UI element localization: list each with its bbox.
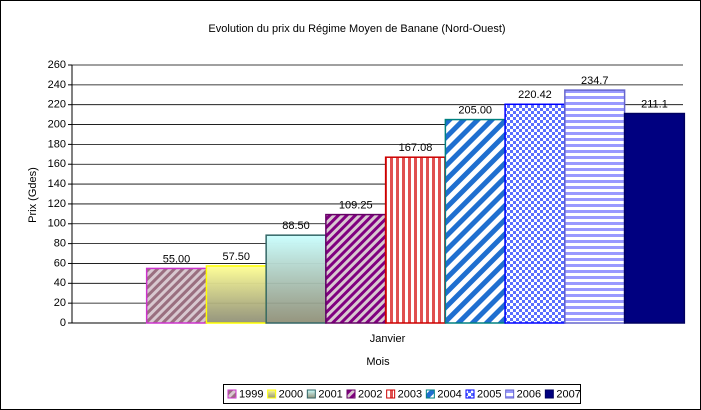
value-label: 167.08 bbox=[399, 142, 433, 154]
legend-swatch bbox=[346, 389, 356, 399]
y-tick-label: 80 bbox=[54, 238, 66, 250]
legend-label: 2006 bbox=[517, 388, 541, 400]
y-tick-label: 120 bbox=[48, 198, 66, 210]
bar bbox=[325, 213, 387, 324]
legend-label: 2000 bbox=[279, 388, 303, 400]
legend-label: 2003 bbox=[398, 388, 422, 400]
legend-label: 2007 bbox=[556, 388, 580, 400]
y-tick-label: 240 bbox=[48, 79, 66, 91]
value-label: 234.7 bbox=[581, 75, 609, 87]
bar bbox=[205, 265, 267, 324]
y-tick-label: 140 bbox=[48, 178, 66, 190]
legend-label: 1999 bbox=[239, 388, 263, 400]
y-tick-label: 180 bbox=[48, 138, 66, 150]
legend-swatch bbox=[505, 389, 515, 399]
y-tick-label: 0 bbox=[60, 317, 66, 329]
bar bbox=[504, 103, 566, 324]
legend-swatch bbox=[306, 389, 316, 399]
y-axis-title: Prix (Gdes) bbox=[27, 167, 39, 223]
x-axis-title: Mois bbox=[366, 356, 390, 368]
y-tick-label: 40 bbox=[54, 277, 66, 289]
bar bbox=[145, 267, 208, 324]
legend-swatch bbox=[465, 389, 475, 399]
y-tick-label: 20 bbox=[54, 297, 66, 309]
value-label: 88.50 bbox=[282, 220, 310, 232]
y-tick-label: 160 bbox=[48, 158, 66, 170]
bar bbox=[564, 89, 626, 324]
y-tick-label: 200 bbox=[48, 118, 66, 130]
legend-box bbox=[223, 384, 581, 404]
legend-swatch bbox=[227, 389, 237, 399]
legend-swatch bbox=[425, 389, 435, 399]
legend-label: 2005 bbox=[477, 388, 501, 400]
legend-label: 2001 bbox=[318, 388, 342, 400]
y-tick-label: 60 bbox=[54, 257, 66, 269]
x-tick-label: Janvier bbox=[370, 333, 406, 345]
bar bbox=[384, 156, 447, 324]
y-tick-label: 100 bbox=[48, 218, 66, 230]
bar bbox=[444, 118, 506, 324]
legend-label: 2004 bbox=[437, 388, 461, 400]
y-tick-label: 220 bbox=[48, 99, 66, 111]
value-label: 55.00 bbox=[163, 253, 191, 265]
legend-swatch bbox=[386, 389, 396, 399]
legend-swatch bbox=[544, 389, 554, 399]
bar bbox=[623, 112, 686, 324]
legend-label: 2002 bbox=[358, 388, 382, 400]
bar bbox=[265, 234, 327, 324]
value-label: 220.42 bbox=[518, 89, 552, 101]
value-label: 205.00 bbox=[458, 104, 492, 116]
value-label: 57.50 bbox=[223, 251, 251, 263]
value-label: 109.25 bbox=[339, 199, 373, 211]
value-label: 211.1 bbox=[641, 98, 668, 110]
y-tick-label: 260 bbox=[48, 59, 66, 71]
chart-title: Evolution du prix du Régime Moyen de Ban… bbox=[208, 23, 505, 35]
legend-swatch bbox=[267, 389, 277, 399]
